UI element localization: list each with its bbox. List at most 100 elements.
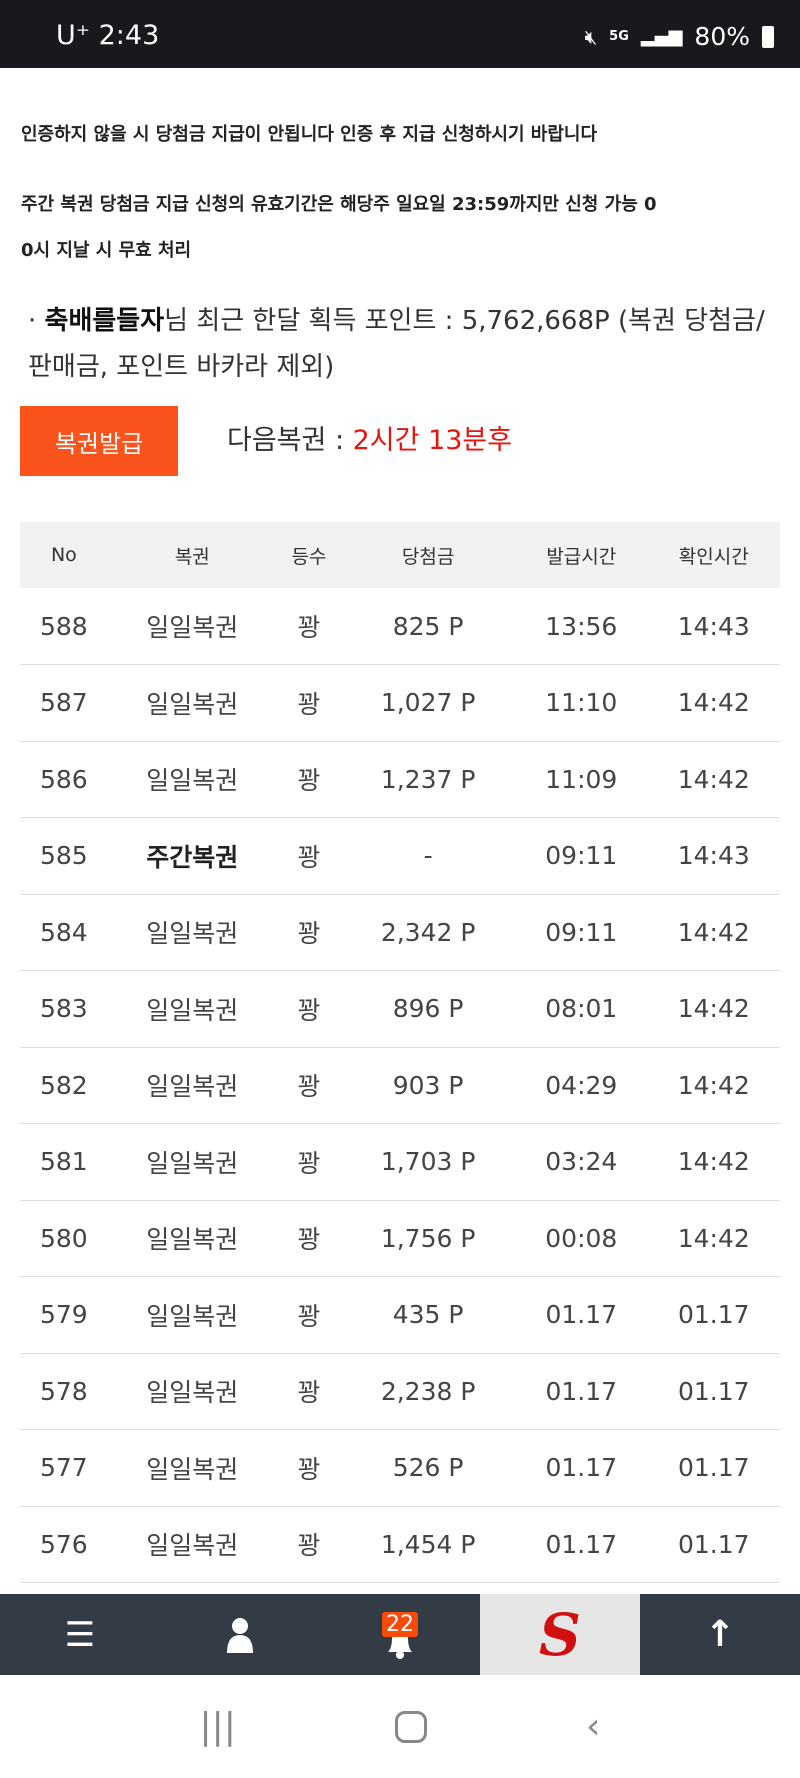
table-cell: 주간복권 [107,817,277,895]
system-nav: ||| ‹ [0,1675,800,1778]
table-row: 578 일일복권 꽝 2,238 P 01.17 01.17 [20,1353,780,1430]
table-row: 586 일일복권 꽝 1,237 P 11:09 14:42 [20,741,780,818]
table-cell: 일일복권 [107,1429,277,1507]
table-cell: 903 P [341,1047,516,1124]
menu-icon: ☰ [64,1614,96,1655]
notice-verify: 인증하지 않을 시 당첨금 지급이 안됩니다 인증 후 지급 신청하시기 바랍니… [21,124,598,145]
table-cell: 01.17 [647,1353,780,1430]
table-cell: 583 [20,970,108,1048]
table-cell: 꽝 [276,1429,342,1507]
table-cell: 581 [20,1123,108,1201]
notifications-button[interactable]: 22 [320,1594,480,1675]
site-logo-button[interactable]: S [480,1594,640,1675]
table-cell: 01.17 [647,1506,780,1583]
mute-icon: 🔇︎ [584,24,598,49]
table-cell: 꽝 [276,894,342,971]
table-cell: 11:09 [515,741,648,818]
table-row: 580 일일복권 꽝 1,756 P 00:08 14:42 [20,1200,780,1277]
table-row: 577 일일복권 꽝 526 P 01.17 01.17 [20,1429,780,1507]
next-lottery: 다음복권 : 2시간 13분후 [227,418,512,457]
table-cell: 577 [20,1429,108,1507]
table-cell: 꽝 [276,741,342,818]
network-type: 5G [609,29,629,44]
table-cell: 14:42 [647,664,780,742]
table-cell: 일일복권 [107,1047,277,1124]
table-cell: 1,237 P [341,741,516,818]
issue-lottery-button[interactable]: 복권발급 [20,406,178,476]
table-cell: 14:42 [647,1123,780,1201]
table-cell: 일일복권 [107,970,277,1048]
table-cell: 576 [20,1506,108,1583]
table-cell: 585 [20,817,108,895]
scroll-top-button[interactable]: ↑ [640,1594,800,1675]
table-row: 587 일일복권 꽝 1,027 P 11:10 14:42 [20,664,780,742]
table-cell: 꽝 [276,1123,342,1201]
table-cell: 14:42 [647,1200,780,1277]
table-cell: 14:42 [647,894,780,971]
table-row: 576 일일복권 꽝 1,454 P 01.17 01.17 [20,1506,780,1583]
table-cell: - [341,817,516,895]
table-cell: 01.17 [515,1506,648,1583]
table-row: 584 일일복권 꽝 2,342 P 09:11 14:42 [20,894,780,971]
table-cell: 09:11 [515,894,648,971]
table-cell: 꽝 [276,1506,342,1583]
table-cell: 14:42 [647,741,780,818]
table-row: 582 일일복권 꽝 903 P 04:29 14:42 [20,1047,780,1124]
column-header: 확인시간 [647,522,780,588]
table-cell: 584 [20,894,108,971]
table-cell: 08:01 [515,970,648,1048]
table-cell: 579 [20,1276,108,1354]
table-cell: 825 P [341,588,516,665]
table-cell: 03:24 [515,1123,648,1201]
username: 축배를들자 [44,306,165,336]
column-header: 당첨금 [341,522,516,588]
table-header: No 복권 등수 당첨금 발급시간 확인시간 [20,522,780,588]
table-cell: 01.17 [647,1276,780,1354]
table-cell: 일일복권 [107,894,277,971]
notification-badge: 22 [382,1612,418,1637]
table-cell: 01.17 [515,1429,648,1507]
table-cell: 526 P [341,1429,516,1507]
arrow-up-icon: ↑ [704,1614,736,1655]
table-cell: 04:29 [515,1047,648,1124]
back-icon[interactable]: ‹ [586,1706,601,1747]
table-cell: 일일복권 [107,1276,277,1354]
table-cell: 14:42 [647,970,780,1048]
table-row: 581 일일복권 꽝 1,703 P 03:24 14:42 [20,1123,780,1201]
table-cell: 일일복권 [107,664,277,742]
profile-button[interactable] [160,1594,320,1675]
home-icon[interactable] [394,1710,427,1743]
points-text: 님 최근 한달 획득 포인트 : 5,762,668P (복권 당첨금/판매금,… [28,306,765,382]
table-cell: 꽝 [276,1276,342,1354]
table-row: 588 일일복권 꽝 825 P 13:56 14:43 [20,588,780,665]
column-header: 발급시간 [515,522,648,588]
table-cell: 일일복권 [107,741,277,818]
table-cell: 1,454 P [341,1506,516,1583]
table-cell: 896 P [341,970,516,1048]
table-cell: 586 [20,741,108,818]
points-summary: · 축배를들자님 최근 한달 획득 포인트 : 5,762,668P (복권 당… [28,298,778,390]
table-cell: 꽝 [276,1353,342,1430]
table-cell: 꽝 [276,664,342,742]
table-cell: 일일복권 [107,1353,277,1430]
signal-icon: ▂▄▆ [640,26,683,47]
table-cell: 1,703 P [341,1123,516,1201]
table-cell: 꽝 [276,1200,342,1277]
menu-button[interactable]: ☰ [0,1594,160,1675]
column-header: 복권 [107,522,277,588]
table-cell: 580 [20,1200,108,1277]
table-cell: 11:10 [515,664,648,742]
notice-weekly-cont: 0시 지날 시 무효 처리 [21,240,192,261]
table-cell: 01.17 [515,1276,648,1354]
table-cell: 09:11 [515,817,648,895]
table-cell: 00:08 [515,1200,648,1277]
table-cell: 꽝 [276,970,342,1048]
table-cell: 2,238 P [341,1353,516,1430]
table-cell: 578 [20,1353,108,1430]
table-cell: 2,342 P [341,894,516,971]
table-cell: 14:43 [647,817,780,895]
column-header: 등수 [276,522,342,588]
recents-icon[interactable]: ||| [199,1706,236,1747]
table-cell: 1,756 P [341,1200,516,1277]
lottery-table: No 복권 등수 당첨금 발급시간 확인시간 588 일일복권 꽝 825 P 13:56 14:4… [20,522,780,1583]
